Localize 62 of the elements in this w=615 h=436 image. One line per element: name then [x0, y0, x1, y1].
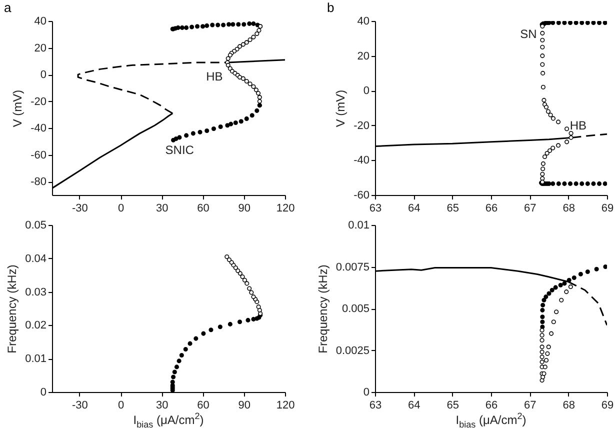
y-axis-title: Frequency (kHz) [5, 264, 20, 354]
x-tick-label: 67 [524, 202, 536, 214]
y-tick-label: 0 [40, 69, 46, 82]
x-tick-label: 63 [369, 400, 382, 412]
y-tick-label: 40 [357, 16, 370, 28]
x-tick-label: 68 [562, 400, 575, 412]
y-tick-label: 20 [357, 50, 370, 62]
x-axis-title: I$_{bias}$ (μA/cm$^{2}$) [133, 411, 204, 430]
x-tick-label: 30 [156, 202, 168, 214]
x-tick-label: 30 [156, 400, 168, 412]
annotation: HB [206, 69, 223, 84]
y-tick-label: 40 [34, 16, 46, 28]
x-tick-label: 69 [601, 202, 614, 214]
x-tick-label: 64 [408, 400, 420, 412]
x-tick-label: 60 [197, 202, 210, 214]
y-tick-label: -60 [30, 149, 46, 162]
y-tick-label: -40 [354, 154, 370, 167]
x-tick-label: 60 [197, 400, 210, 412]
y-tick-label: 0.01 [348, 220, 370, 232]
x-tick-label: 0 [118, 400, 124, 412]
y-tick-label: -60 [354, 190, 370, 202]
y-tick-label: 0.01 [25, 353, 46, 366]
y-axis-title: Frequency (kHz) [316, 264, 330, 354]
x-tick-label: 65 [446, 400, 459, 412]
x-tick-label: 64 [408, 202, 420, 214]
x-tick-label: 65 [446, 202, 459, 214]
y-tick-label: 20 [34, 42, 46, 54]
x-tick-label: 68 [562, 202, 575, 214]
x-tick-label: -30 [72, 400, 88, 412]
x-tick-label: 0 [118, 202, 124, 214]
x-tick-label: 69 [601, 400, 614, 412]
y-tick-label: 0.02 [25, 320, 46, 332]
y-tick-label: 0 [40, 386, 46, 398]
y-tick-label: 0.04 [25, 252, 46, 265]
annotation: SN [520, 27, 537, 42]
x-tick-label: 90 [238, 202, 251, 214]
y-tick-label: 0.005 [342, 303, 370, 315]
x-tick-label: 90 [238, 400, 251, 412]
x-tick-label: 66 [485, 202, 498, 214]
x-axis-title: I$_{bias}$ (μA/cm$^{2}$) [456, 411, 526, 430]
y-tick-label: 0.0025 [336, 344, 370, 357]
chart-title: b [327, 0, 334, 15]
x-tick-label: 120 [276, 400, 295, 412]
annotation: SNIC [165, 143, 194, 158]
y-tick-label: -80 [30, 176, 46, 188]
x-tick-label: 66 [485, 400, 498, 412]
y-axis-title: V (mV) [10, 90, 25, 128]
y-tick-label: -20 [354, 120, 370, 132]
chart-title: a [4, 0, 12, 15]
y-tick-label: -40 [30, 122, 46, 135]
x-tick-label: -30 [72, 202, 88, 214]
x-tick-label: 67 [524, 400, 536, 412]
y-axis-title: V (mV) [334, 90, 348, 128]
x-tick-label: 120 [276, 202, 295, 214]
y-tick-label: 0 [363, 85, 370, 98]
annotation: HB [570, 118, 587, 133]
y-tick-label: -20 [30, 96, 46, 108]
y-tick-label: 0 [363, 386, 370, 398]
y-tick-label: 0.03 [25, 286, 46, 298]
y-tick-label: 0.05 [25, 220, 46, 232]
x-tick-label: 63 [369, 202, 382, 214]
y-tick-label: 0.0075 [336, 261, 370, 274]
